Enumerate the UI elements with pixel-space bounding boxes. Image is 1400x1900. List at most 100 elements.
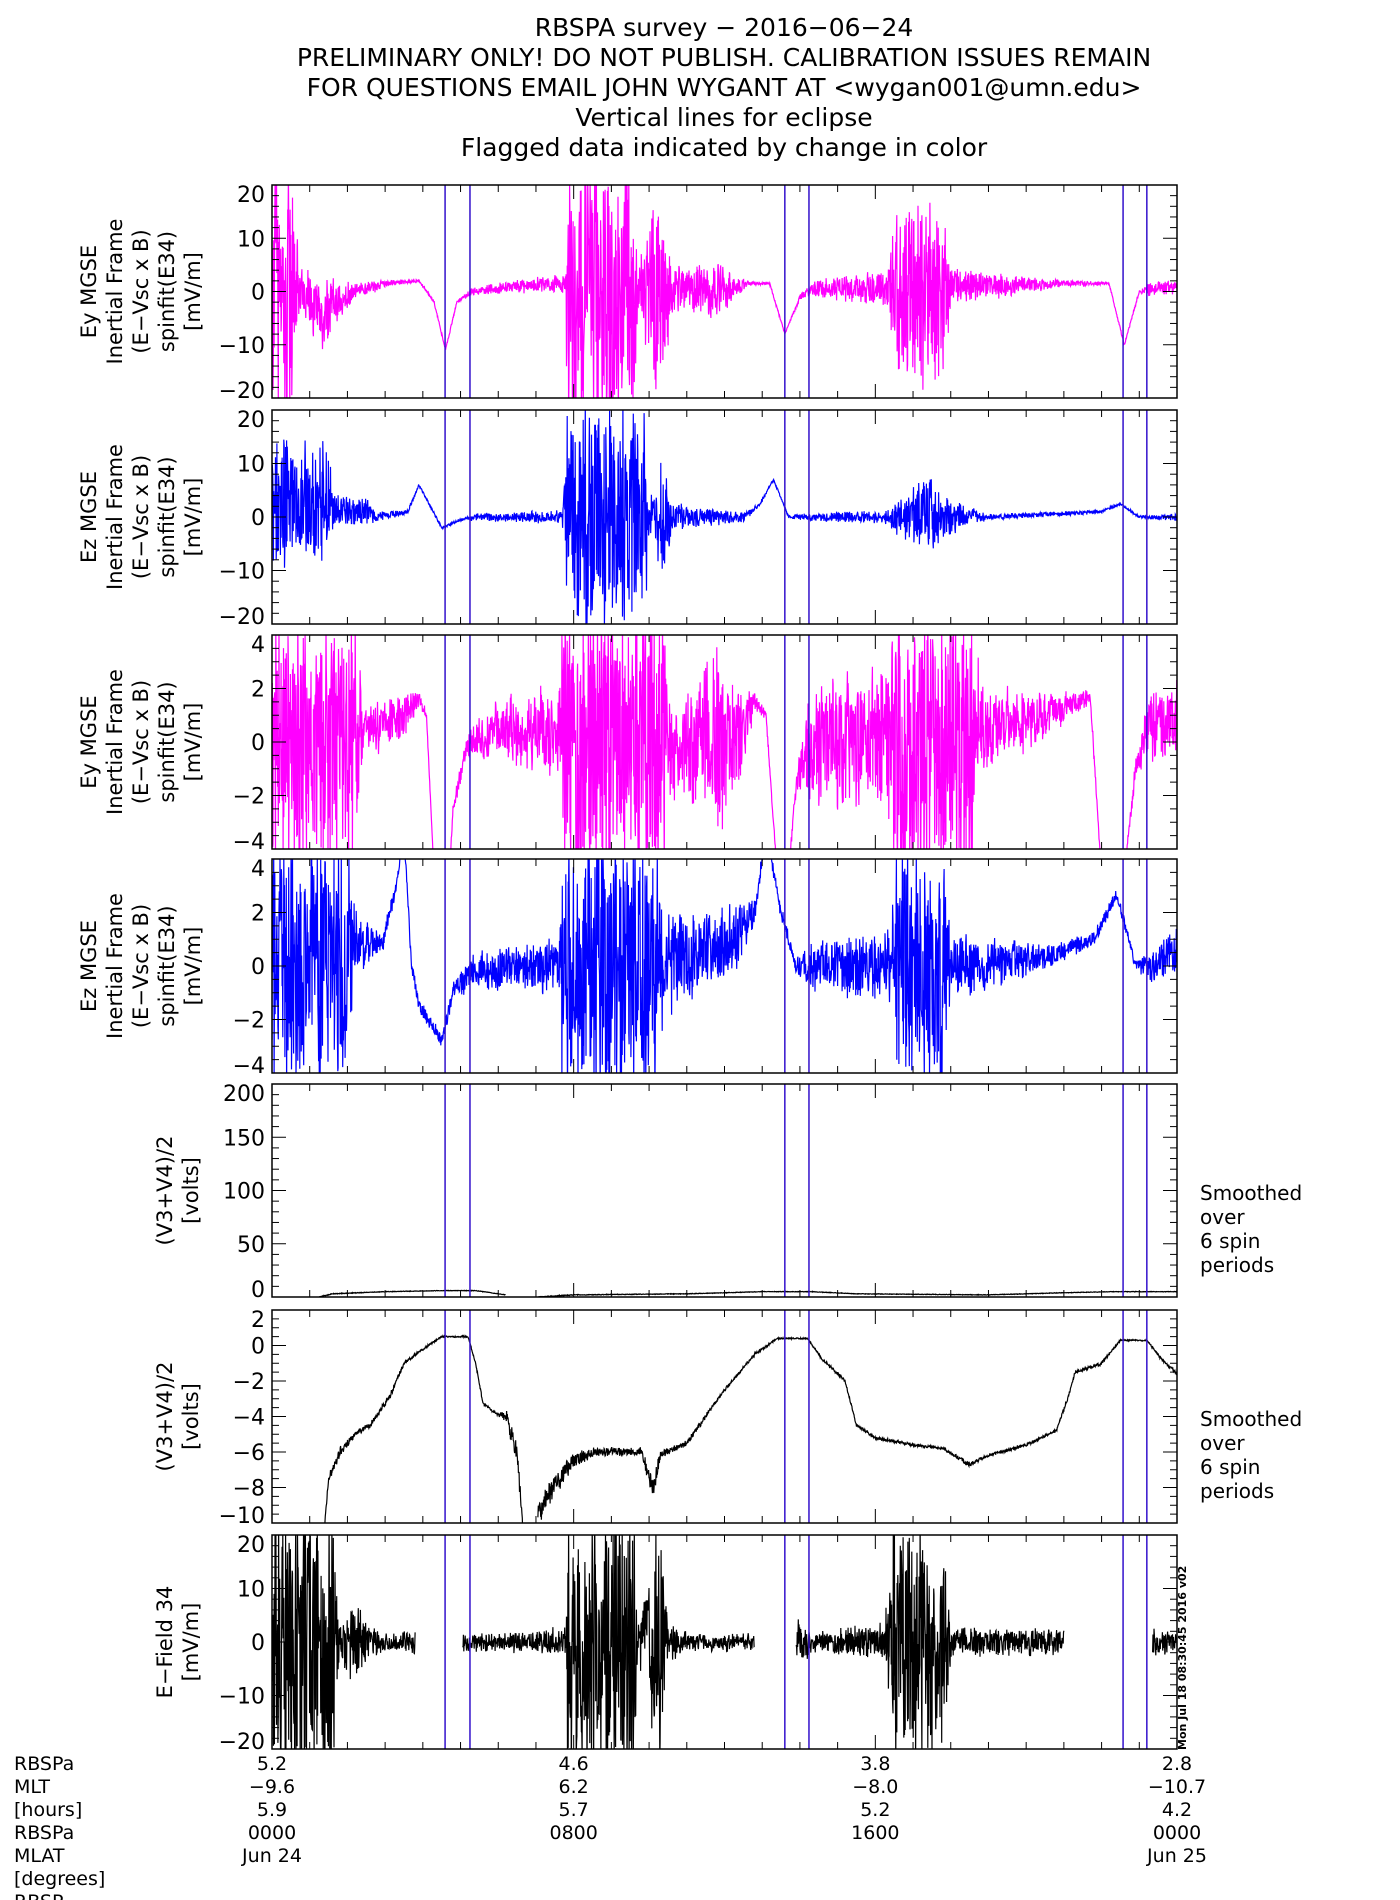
data-trace xyxy=(272,410,1177,624)
title-line: FOR QUESTIONS EMAIL JOHN WYGANT AT <wyga… xyxy=(307,73,1142,102)
y-axis-label: Inertial Frame xyxy=(103,669,127,815)
y-tick-label: 20 xyxy=(237,408,265,433)
y-axis-label: [mV/m] xyxy=(181,927,205,1006)
y-axis-label: [mV/m] xyxy=(181,252,205,331)
panel-4: −4 −2 0 2 4 Ez MGSE Inertial Frame (E−Vsc x B) s… xyxy=(77,857,1178,1079)
x-axis-tick-value: 0000 xyxy=(1153,1822,1201,1844)
smoothing-note: Smoothed xyxy=(1200,1181,1302,1205)
y-tick-label: −4 xyxy=(233,1054,265,1079)
y-tick-label: −10 xyxy=(219,1504,265,1529)
x-axis-tick-value: −8.0 xyxy=(852,1776,898,1798)
y-tick-label: 0 xyxy=(251,506,265,531)
y-axis-label: spinfit(E34) xyxy=(155,681,179,802)
y-axis-label: Inertial Frame xyxy=(103,893,127,1039)
smoothing-note: periods xyxy=(1200,1479,1274,1503)
y-tick-label: 20 xyxy=(237,1533,265,1558)
y-tick-label: −4 xyxy=(233,830,265,855)
panel-6: −10−8 −6 −4 −2 02 (V3+V4)/2 [volts] Smoothedove… xyxy=(153,1308,1302,1529)
panel-1: −20 −10 0 10 20 Ey MGSE Inertial Frame (E−Vsc x… xyxy=(77,183,1178,404)
data-trace xyxy=(795,1535,1065,1749)
timestamp: Mon Jul 18 08:30:45 2016 v02 xyxy=(1176,1566,1189,1750)
y-tick-label: 100 xyxy=(223,1180,265,1205)
y-tick-label: −10 xyxy=(219,334,265,359)
x-axis-tick-value: 5.2 xyxy=(860,1799,890,1821)
y-tick-label: 0 xyxy=(251,731,265,756)
y-tick-label: 10 xyxy=(237,1578,265,1603)
y-axis-label: (E−Vsc x B) xyxy=(129,455,153,579)
panel-2: −20 −10 0 10 20 Ez MGSE Inertial Frame (E−Vsc x… xyxy=(77,408,1178,630)
panel-frame xyxy=(271,1309,1178,1524)
y-tick-label: −20 xyxy=(219,605,265,630)
x-axis-tick-value: Jun 24 xyxy=(241,1845,302,1867)
data-trace xyxy=(272,859,1177,1073)
x-axis-row-label: RBSP xyxy=(14,1891,63,1900)
y-tick-label: 0 xyxy=(251,281,265,306)
y-tick-label: −8 xyxy=(233,1477,265,1502)
title-line: Flagged data indicated by change in colo… xyxy=(461,133,988,162)
y-axis-label: (E−Vsc x B) xyxy=(129,229,153,353)
smoothing-note: Smoothed xyxy=(1200,1407,1302,1431)
y-axis-label: spinfit(E34) xyxy=(155,905,179,1026)
y-tick-label: 0 xyxy=(251,1335,265,1360)
y-axis-label: (V3+V4)/2 xyxy=(153,1136,177,1246)
y-tick-label: −6 xyxy=(233,1441,265,1466)
y-tick-label: 0 xyxy=(251,1278,265,1303)
y-tick-label: 0 xyxy=(251,1631,265,1656)
smoothing-note: 6 spin xyxy=(1200,1455,1260,1479)
x-axis-tick-value: 6.2 xyxy=(559,1776,589,1798)
y-axis-label: Ey MGSE xyxy=(77,695,101,788)
y-tick-label: 50 xyxy=(237,1233,265,1258)
panel-3: −4 −2 0 2 4 Ey MGSE Inertial Frame (E−Vsc x B) s… xyxy=(77,633,1178,855)
data-trace xyxy=(272,635,1177,849)
panel-7: −20 −10 0 10 20 E−Field 34 [mV/m] xyxy=(153,1533,1178,1755)
title-line: RBSPA survey − 2016−06−24 xyxy=(535,13,914,42)
data-trace xyxy=(272,185,1177,398)
y-tick-label: 20 xyxy=(237,183,265,208)
y-axis-label: Ez MGSE xyxy=(77,471,101,563)
x-axis-tick-value: 0800 xyxy=(549,1822,597,1844)
x-axis-tick-value: 5.9 xyxy=(257,1799,287,1821)
panel-frame xyxy=(271,1083,1178,1298)
x-axis-row-label: MLAT xyxy=(14,1845,65,1867)
y-tick-label: −2 xyxy=(233,1009,265,1034)
y-tick-label: 10 xyxy=(237,453,265,478)
x-axis-tick-value: −9.6 xyxy=(249,1776,295,1798)
x-axis-tick-value: 4.2 xyxy=(1162,1799,1192,1821)
x-axis-annotations: RBSPaMLT[hours]RBSPaMLAT[degrees]RBSP5.2… xyxy=(14,1753,1207,1900)
smoothing-note: over xyxy=(1200,1431,1245,1455)
x-axis-tick-value: 5.7 xyxy=(559,1799,589,1821)
x-axis-tick-value: 1600 xyxy=(851,1822,899,1844)
y-axis-label: [mV/m] xyxy=(181,478,205,557)
y-tick-label: −20 xyxy=(219,1730,265,1755)
y-axis-label: Inertial Frame xyxy=(103,219,127,365)
y-axis-label: E−Field 34 xyxy=(153,1586,177,1699)
x-axis-row-label: RBSPa xyxy=(14,1753,74,1775)
y-axis-label: [mV/m] xyxy=(179,1603,203,1682)
y-tick-label: 4 xyxy=(251,857,265,882)
y-axis-label: Ey MGSE xyxy=(77,245,101,338)
x-axis-tick-value: Jun 25 xyxy=(1146,1845,1207,1867)
y-tick-label: −2 xyxy=(233,785,265,810)
y-axis-label: spinfit(E34) xyxy=(155,231,179,352)
smoothing-note: periods xyxy=(1200,1253,1274,1277)
x-axis-row-label: [hours] xyxy=(14,1799,82,1821)
x-axis-row-label: RBSPa xyxy=(14,1822,74,1844)
smoothing-note: over xyxy=(1200,1205,1245,1229)
y-tick-label: −2 xyxy=(233,1370,265,1395)
x-axis-tick-value: 3.8 xyxy=(860,1753,890,1775)
x-axis-tick-value: 4.6 xyxy=(559,1753,589,1775)
x-axis-tick-value: 5.2 xyxy=(257,1753,287,1775)
data-trace xyxy=(272,1535,416,1749)
y-tick-label: 150 xyxy=(223,1126,265,1151)
y-tick-label: −10 xyxy=(219,560,265,585)
data-trace xyxy=(324,1334,524,1523)
y-axis-label: [volts] xyxy=(179,1157,203,1224)
title-line: PRELIMINARY ONLY! DO NOT PUBLISH. CALIBR… xyxy=(297,43,1151,72)
y-tick-label: 4 xyxy=(251,633,265,658)
title-line: Vertical lines for eclipse xyxy=(575,103,872,132)
x-axis-tick-value: 2.8 xyxy=(1162,1753,1192,1775)
panel-5: 0 50 100 150 200 (V3+V4)/2 [volts] Smoothedover… xyxy=(153,1082,1302,1303)
smoothing-note: 6 spin xyxy=(1200,1229,1260,1253)
y-axis-label: (V3+V4)/2 xyxy=(153,1362,177,1472)
